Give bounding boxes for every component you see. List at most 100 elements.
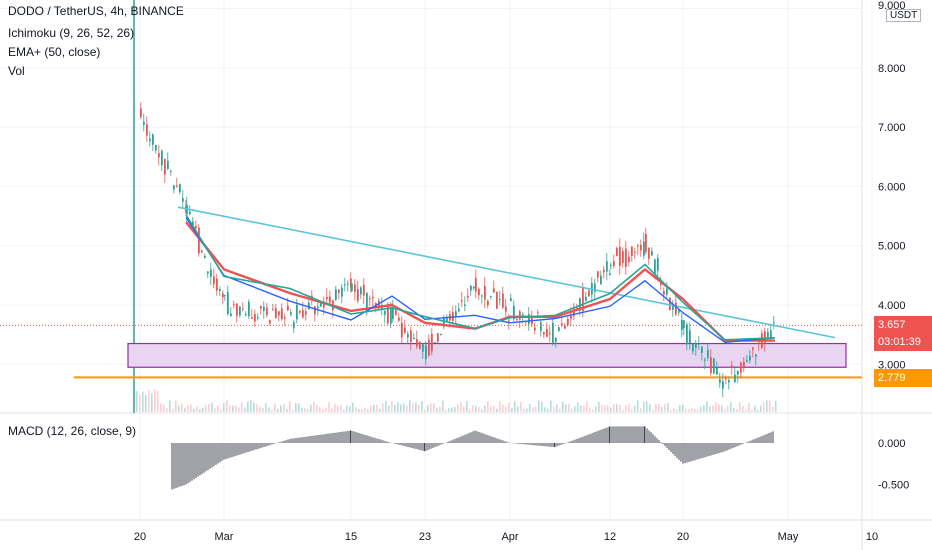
volume-bar [616,404,618,412]
candle-body [189,211,191,214]
currency-label[interactable]: USDT [886,9,922,22]
volume-bar [556,404,558,412]
candle-body [549,333,551,335]
volume-bar [352,402,354,412]
volume-bar [577,402,579,412]
volume-bar [772,406,774,412]
volume-bar [181,403,183,412]
candle-body [317,306,319,309]
volume-bar [574,406,576,412]
volume-bar [598,401,600,412]
ema-legend[interactable]: EMA+ (50, close) [8,45,101,59]
price-tick-label: 7.000 [878,122,906,134]
volume-bar [487,400,489,412]
volume-bar [142,391,144,412]
volume-bar [571,409,573,412]
volume-bar [421,401,423,412]
candle-body [192,221,194,226]
volume-bar [610,407,612,412]
ichimoku-legend[interactable]: Ichimoku (9, 26, 52, 26) [8,26,135,40]
time-tick-label: May [778,531,799,543]
candle-body [505,306,507,312]
volume-bar [361,409,363,412]
candle-body [245,314,247,316]
ichimoku-conversion-line [185,217,776,344]
candle-body [428,339,430,356]
volume-bar [349,406,351,412]
support-price-tag: 2.779 [874,369,932,387]
candle-body [540,322,542,331]
volume-bar [391,401,393,412]
volume-bar [589,407,591,412]
symbol-title[interactable]: DODO / TetherUS, 4h, BINANCE [8,4,184,18]
candle-body [657,257,659,271]
volume-bar [469,409,471,412]
candle-body [534,327,536,331]
volume-bar [364,408,366,412]
candle-body [496,291,498,309]
countdown-tag: 03:01:39 [874,333,932,351]
candle-body [308,302,310,310]
volume-bar [733,407,735,412]
volume-bar [295,402,297,412]
candle-body [158,153,160,158]
volume-bar [757,409,759,412]
volume-bar [652,409,654,412]
candle-body [242,308,244,310]
volume-bar [454,406,456,412]
volume-bar [448,408,450,412]
candle-body [600,275,602,285]
candle-body [707,349,709,358]
time-tick-label: Mar [215,531,234,543]
candle-body [363,285,365,296]
volume-bar [526,408,528,412]
volume-bar [532,407,534,412]
candle-body [239,306,241,316]
volume-bar [355,407,357,412]
candle-body [686,324,688,345]
volume-bar [457,404,459,412]
candle-body [719,379,721,383]
candle-body [347,283,349,285]
candle-body [431,333,433,352]
volume-bar [154,389,156,412]
candle-body [248,301,250,317]
candle-body [302,310,304,318]
volume-bar [367,409,369,412]
trendline [177,206,836,339]
candle-body [743,361,745,367]
candle-body [585,296,587,301]
candle-body [564,325,566,329]
candle-body [384,310,386,315]
time-tick-label: 10 [866,531,878,543]
candle-body [257,317,259,319]
volume-bar [619,405,621,412]
macd-legend[interactable]: MACD (12, 26, close, 9) [8,424,137,438]
volume-bar [463,406,465,412]
candle-body [579,298,581,311]
volume-bar [274,404,276,412]
volume-bar [655,403,657,412]
volume-bar [256,404,258,412]
vol-legend[interactable]: Vol [8,64,25,78]
candle-body [401,322,403,338]
candle-body [167,160,169,169]
volume-bar [175,400,177,412]
candle-body [610,264,612,266]
volume-bar [688,409,690,412]
volume-bar [280,405,282,412]
time-tick-label: 15 [345,531,357,543]
candle-body [341,287,343,297]
candle-body [567,318,569,325]
volume-bar [580,405,582,412]
volume-bar [547,408,549,412]
candle-body [164,159,166,175]
candle-body [213,276,215,285]
volume-bar [517,406,519,412]
candle-body [616,248,618,257]
volume-bar [478,406,480,412]
volume-bar [388,405,390,412]
candle-body [625,248,627,267]
volume-bar [271,409,273,412]
